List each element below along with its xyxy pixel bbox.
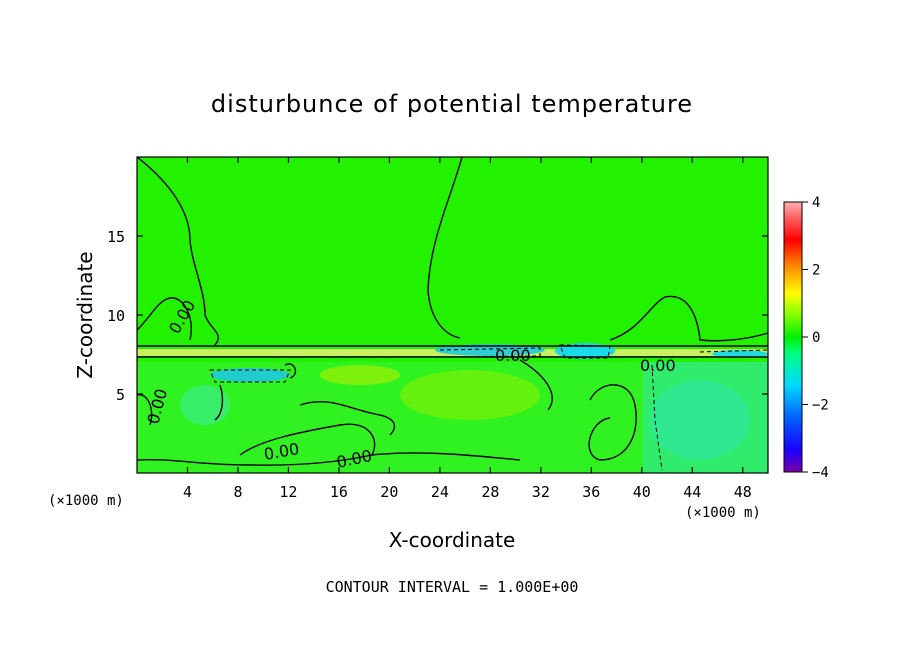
field-warm-patch-2 (320, 365, 400, 385)
y-axis-title: Z-coordinate (73, 251, 97, 378)
contour-dashed-1 (209, 369, 291, 383)
colorbar-tick-label: 4 (812, 195, 820, 211)
plot-area: 0.00 0.00 0.00 0.00 0.00 0.00 (137, 157, 768, 473)
x-tick-label: 44 (683, 483, 701, 501)
y-tick-label: 5 (116, 386, 125, 404)
contour-mid-7 (284, 363, 297, 379)
contour-left-lobe (137, 297, 192, 341)
x-axis-ticks: 4 8 12 16 20 24 28 32 36 40 44 48 (183, 157, 752, 501)
colorbar-tick-label: 0 (812, 330, 820, 346)
colorbar-tick-label: −2 (812, 398, 829, 414)
contour-lower-1 (137, 452, 521, 466)
x-unit-right: (×1000 m) (685, 505, 761, 521)
contour-mid-6 (214, 384, 224, 421)
contour-lower-5 (588, 384, 637, 461)
contour-labels: 0.00 0.00 0.00 0.00 0.00 0.00 (144, 297, 676, 472)
field-cold-pocket-2 (435, 344, 545, 356)
x-axis-title: X-coordinate (389, 528, 516, 552)
chart-title: disturbunce of potential temperature (211, 90, 693, 118)
x-tick-label: 32 (532, 483, 550, 501)
colorbar-tick-label: −4 (812, 465, 829, 481)
contour-lines (137, 157, 768, 466)
contour-left-side (137, 394, 153, 426)
y-axis-ticks: 5 10 15 (107, 228, 768, 404)
field-cold-blob (650, 380, 750, 460)
x-tick-label: 48 (734, 483, 752, 501)
contour-interval-note: CONTOUR INTERVAL = 1.000E+00 (326, 578, 579, 596)
contour-lower-4 (519, 359, 553, 411)
field-cold-pocket-3 (555, 343, 615, 359)
field-cold-pocket-1 (210, 368, 290, 382)
contour-dashed-5 (699, 349, 768, 353)
x-tick-label: 40 (633, 483, 651, 501)
x-tick-label: 24 (431, 483, 449, 501)
y-tick-label: 10 (107, 307, 125, 325)
contour-upper-left (137, 157, 220, 346)
contour-label-5: 0.00 (495, 346, 531, 365)
x-tick-label: 16 (330, 483, 348, 501)
contour-lower-2 (239, 423, 376, 456)
contour-dashed-2 (439, 347, 541, 358)
contour-dashed (209, 344, 768, 471)
contour-lower-3 (299, 401, 396, 436)
colorbar-ticks: 4 2 0 −2 −4 (802, 195, 829, 481)
x-tick-label: 8 (233, 483, 242, 501)
contour-right-bump (609, 295, 768, 342)
contour-center-tongue (427, 157, 463, 339)
field-warm-patch (400, 370, 540, 420)
x-tick-label: 20 (380, 483, 398, 501)
x-unit-left: (×1000 m) (48, 493, 124, 509)
field-cold-blob-2 (180, 385, 230, 425)
colorbar (783, 201, 803, 473)
colorbar-tick-label: 2 (812, 263, 820, 279)
contour-label-6: 0.00 (640, 356, 676, 375)
x-tick-label: 12 (279, 483, 297, 501)
x-tick-label: 4 (183, 483, 192, 501)
field-cold-pocket-4 (712, 350, 768, 358)
x-tick-label: 28 (481, 483, 499, 501)
y-tick-label: 15 (107, 228, 125, 246)
x-tick-label: 36 (582, 483, 600, 501)
